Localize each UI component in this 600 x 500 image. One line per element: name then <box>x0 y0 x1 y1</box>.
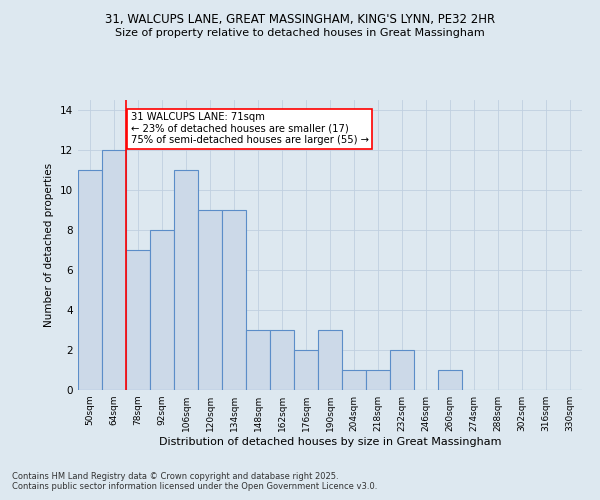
Bar <box>222 210 246 390</box>
Bar <box>342 370 366 390</box>
Text: Contains public sector information licensed under the Open Government Licence v3: Contains public sector information licen… <box>12 482 377 491</box>
Text: Size of property relative to detached houses in Great Massingham: Size of property relative to detached ho… <box>115 28 485 38</box>
X-axis label: Distribution of detached houses by size in Great Massingham: Distribution of detached houses by size … <box>159 437 501 447</box>
Bar <box>78 170 102 390</box>
Bar <box>150 230 174 390</box>
Bar <box>294 350 318 390</box>
Text: 31, WALCUPS LANE, GREAT MASSINGHAM, KING'S LYNN, PE32 2HR: 31, WALCUPS LANE, GREAT MASSINGHAM, KING… <box>105 12 495 26</box>
Bar <box>126 250 150 390</box>
Bar <box>246 330 270 390</box>
Bar <box>438 370 462 390</box>
Bar <box>198 210 222 390</box>
Text: Contains HM Land Registry data © Crown copyright and database right 2025.: Contains HM Land Registry data © Crown c… <box>12 472 338 481</box>
Bar <box>318 330 342 390</box>
Bar <box>270 330 294 390</box>
Bar <box>174 170 198 390</box>
Bar <box>102 150 126 390</box>
Bar <box>390 350 414 390</box>
Bar <box>366 370 390 390</box>
Y-axis label: Number of detached properties: Number of detached properties <box>44 163 55 327</box>
Text: 31 WALCUPS LANE: 71sqm
← 23% of detached houses are smaller (17)
75% of semi-det: 31 WALCUPS LANE: 71sqm ← 23% of detached… <box>131 112 369 145</box>
